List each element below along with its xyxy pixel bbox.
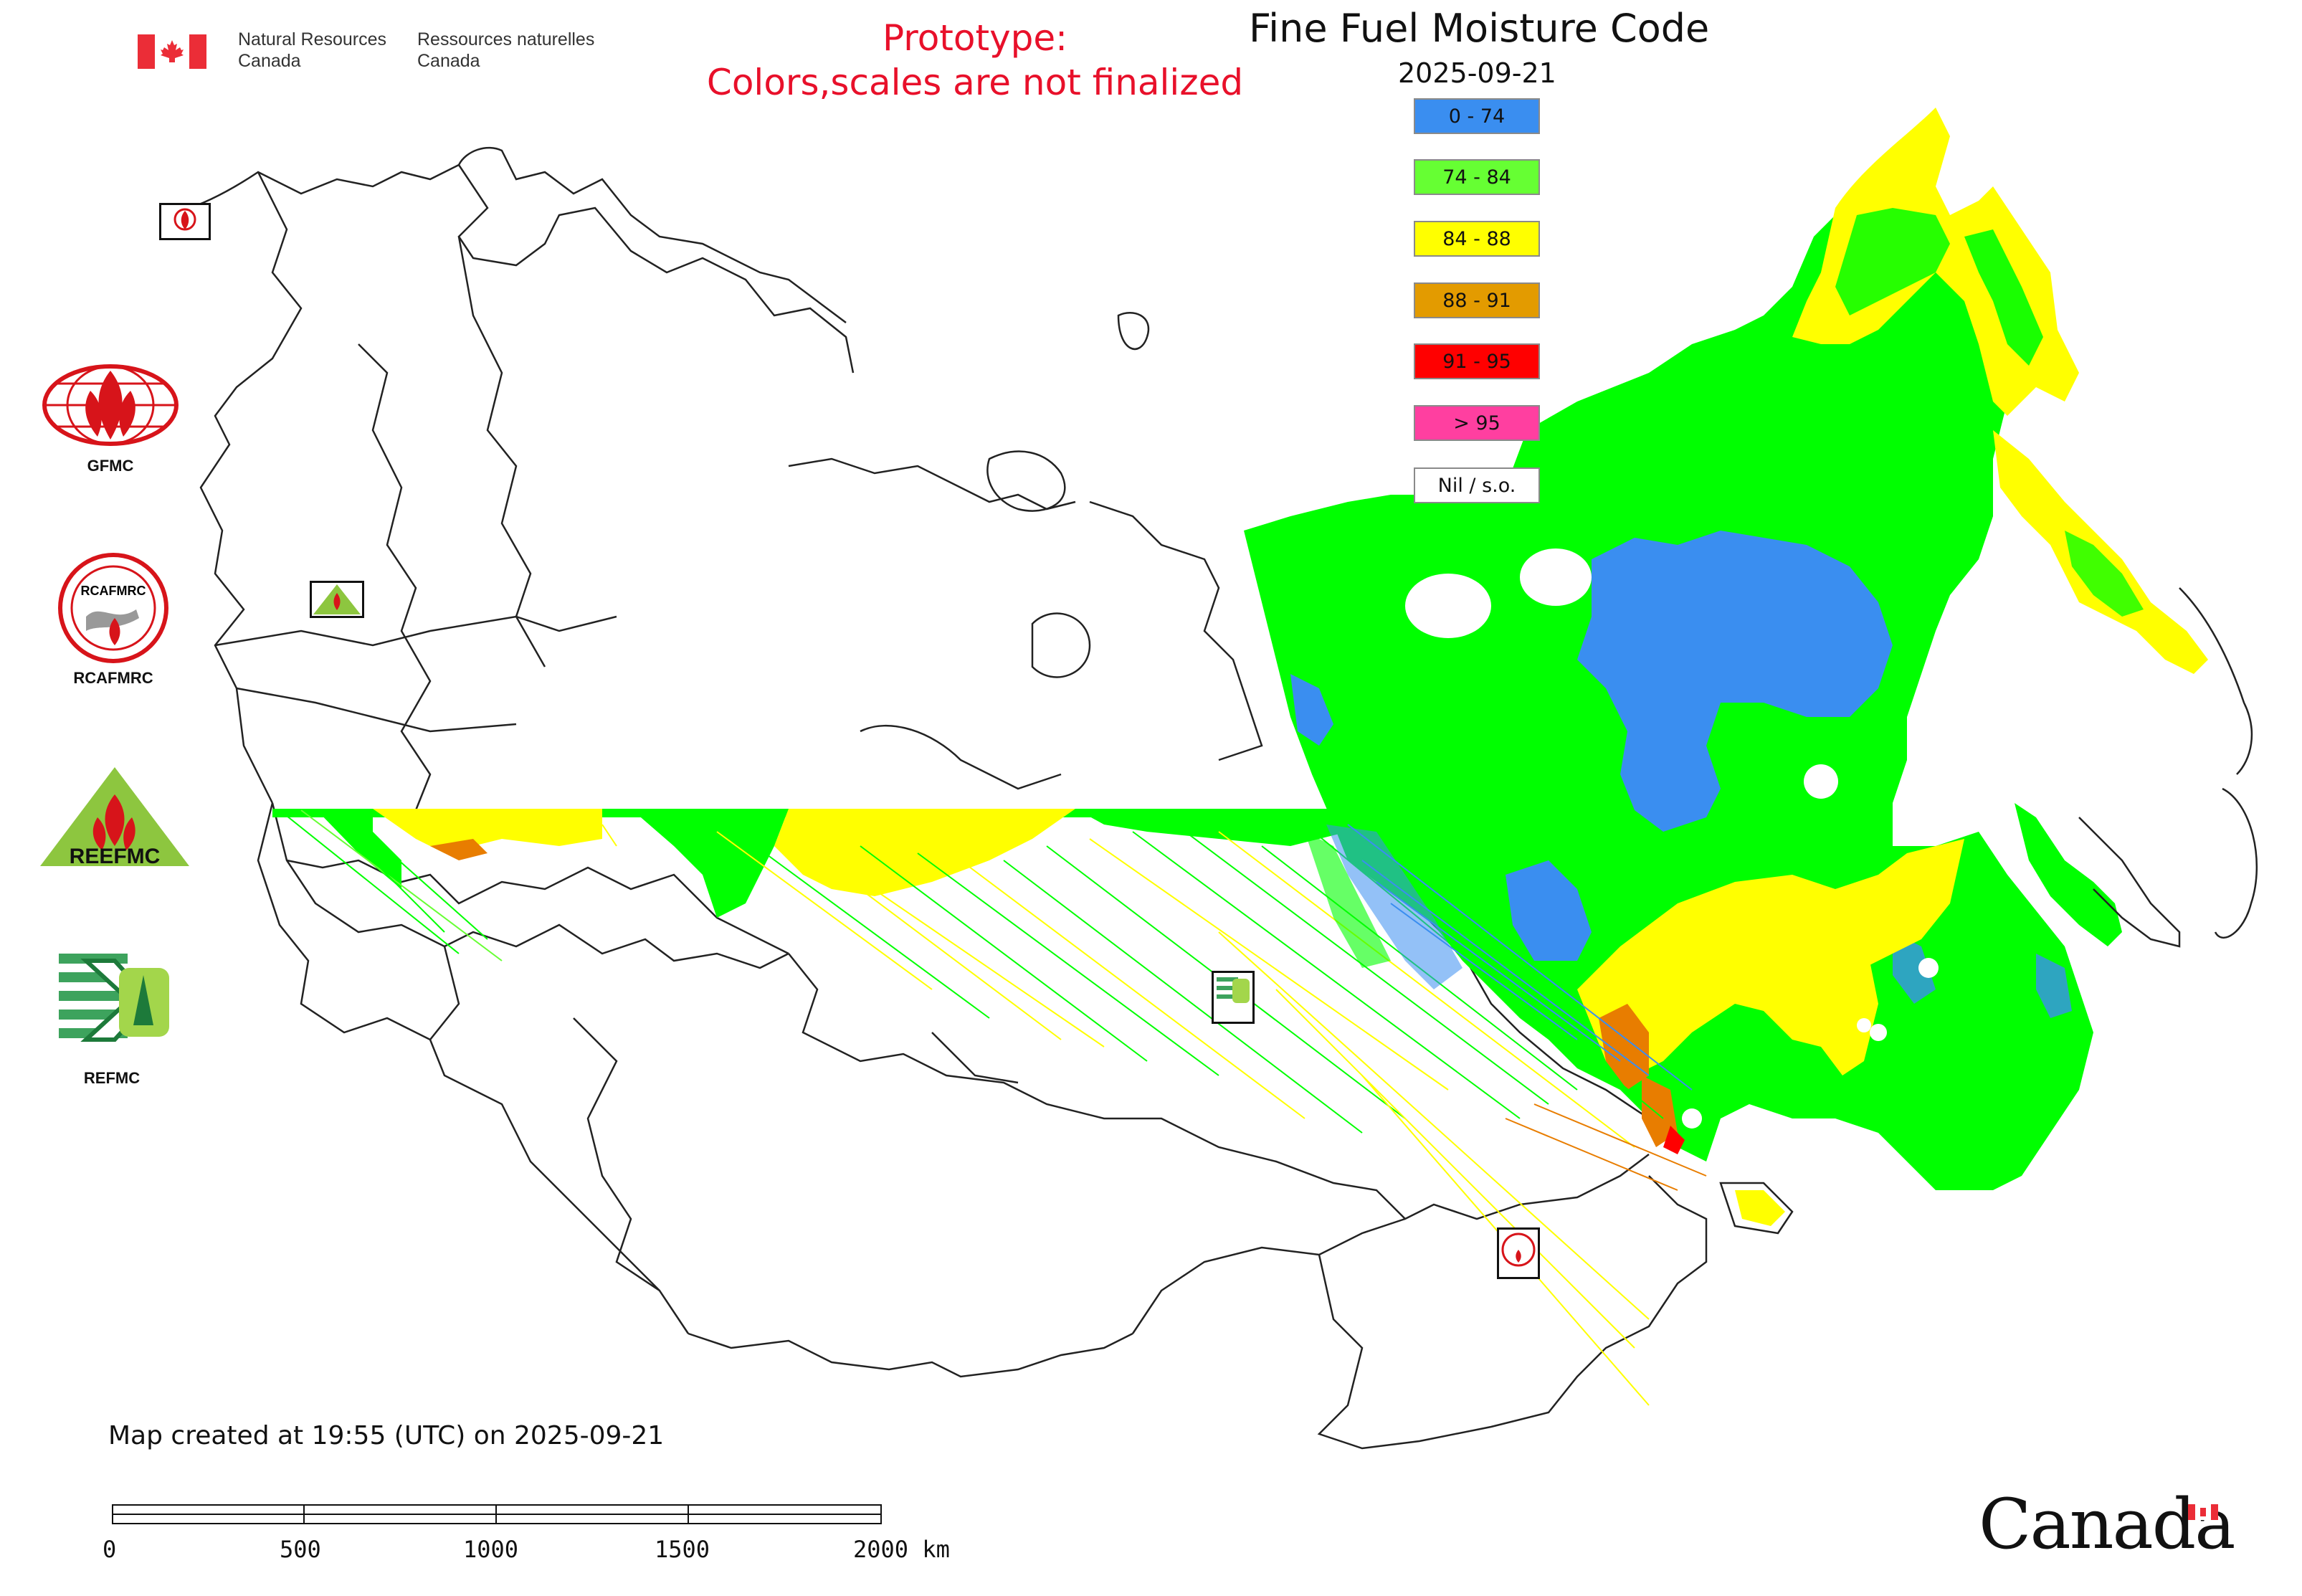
refmc-logo [57, 946, 172, 1054]
gfmc-logo [40, 362, 181, 448]
legend-item-74-84: 74 - 84 [1414, 159, 1540, 195]
scale-label-2000-km: 2000 km [853, 1536, 950, 1563]
map-created-timestamp: Map created at 19:55 (UTC) on 2025-09-21 [108, 1421, 665, 1450]
reefmc-map-marker [310, 581, 364, 618]
scale-bar [112, 1504, 882, 1524]
legend-item-88-91: 88 - 91 [1414, 282, 1540, 318]
legend-item-0-74: 0 - 74 [1414, 98, 1540, 134]
reefmc-logo: REEFMC [39, 766, 191, 873]
rcafmrc-map-marker [1497, 1227, 1540, 1279]
fmc-streaks [272, 809, 1707, 1406]
scale-label-1000: 1000 [463, 1536, 519, 1563]
legend-item-91-95: 91 - 95 [1414, 343, 1540, 379]
gfmc-label: GFMC [87, 457, 134, 475]
scale-label-500: 500 [280, 1536, 321, 1563]
gov-name-fr: Ressources naturelles Canada [417, 29, 595, 71]
gov-name-en: Natural Resources Canada [238, 29, 387, 71]
canada-wordmark-flag-icon [2188, 1504, 2218, 1520]
legend-item-gt-95: > 95 [1414, 405, 1540, 441]
boundary-lines [164, 163, 1708, 1450]
svg-text:RCAFMRC: RCAFMRC [81, 584, 146, 598]
prototype-notice: Prototype: Colors,scales are not finaliz… [706, 17, 1244, 103]
canada-flag-icon [138, 34, 206, 69]
gfmc-map-marker [159, 203, 211, 240]
fmc-field [1244, 108, 2208, 1226]
canada-wordmark: Canada [1979, 1484, 2235, 1564]
refmc-label: REFMC [83, 1069, 141, 1087]
east-coastlines [1719, 587, 2258, 1235]
rcafmrc-label: RCAFMRC [73, 669, 153, 687]
map-title: Fine Fuel Moisture Code [1249, 6, 1710, 51]
coastlines [457, 146, 1263, 790]
scale-label-0: 0 [103, 1536, 117, 1563]
refmc-map-marker [1212, 971, 1255, 1024]
svg-text:REEFMC: REEFMC [70, 845, 161, 868]
scale-label-1500: 1500 [655, 1536, 710, 1563]
legend-item-84-88: 84 - 88 [1414, 221, 1540, 257]
map-date: 2025-09-21 [1398, 57, 1556, 89]
legend-item-nil: Nil / s.o. [1414, 467, 1540, 503]
rcafmrc-logo: RCAFMRC [57, 552, 169, 664]
